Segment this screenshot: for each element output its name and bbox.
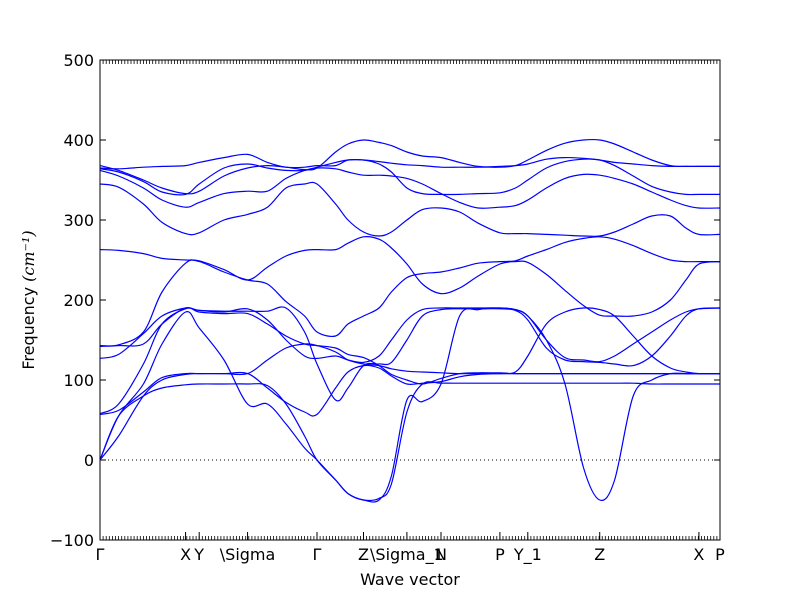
- plot-frame: [99, 59, 721, 541]
- phonon-branch-2: [99, 138, 720, 195]
- y-axis-label: Frequency (cm⁻¹): [19, 230, 38, 369]
- y-tick-label: 400: [63, 131, 94, 150]
- phonon-branch-7: [99, 236, 720, 347]
- y-tick-label: 0: [84, 451, 94, 470]
- y-axis-label-text: Frequency: [19, 287, 38, 370]
- phonon-branches: [99, 138, 721, 503]
- y-tick-label: −100: [50, 531, 94, 550]
- plot-area: [100, 60, 720, 540]
- phonon-branch-10: [99, 306, 721, 385]
- x-tick-label: X: [180, 545, 191, 564]
- phonon-branch-1: [99, 153, 720, 170]
- phonon-branch-13: [99, 381, 720, 502]
- x-tick-label: Z: [358, 545, 369, 564]
- y-tick-label: 500: [63, 51, 94, 70]
- y-axis-unit: (cm⁻¹): [19, 230, 38, 281]
- x-axis-label: Wave vector: [360, 570, 460, 589]
- x-axis-ticks: Γ X Y \Sigma Γ Z \Sigma_1N P Y_1 Z X P: [96, 60, 725, 565]
- x-tick-label: Y: [193, 545, 204, 564]
- x-tick-label: Γ: [313, 545, 322, 564]
- y-tick-label: 200: [63, 291, 94, 310]
- x-tick-label: Y_1: [513, 545, 542, 565]
- x-tick-label: \Sigma_1: [370, 545, 444, 565]
- phonon-branch-4: [99, 167, 721, 209]
- phonon-branch-12: [99, 364, 720, 461]
- x-tick-label: Z: [594, 545, 605, 564]
- phonon-branch-8: [99, 307, 721, 364]
- y-tick-label: 300: [63, 211, 94, 230]
- x-tick-label: X: [693, 545, 704, 564]
- y-axis-ticks: −100 0 100 200 300 400 500: [50, 51, 720, 550]
- x-tick-label: N: [435, 545, 447, 564]
- x-tick-label: P: [715, 545, 725, 564]
- x-tick-label: \Sigma: [220, 545, 276, 564]
- phonon-branch-9: [99, 306, 721, 415]
- x-tick-label: P: [495, 545, 505, 564]
- phonon-branch-14: [99, 307, 720, 503]
- phonon-branch-3: [99, 158, 720, 196]
- y-tick-label: 100: [63, 371, 94, 390]
- x-tick-label: Γ: [96, 545, 105, 564]
- phonon-branch-5: [99, 181, 721, 237]
